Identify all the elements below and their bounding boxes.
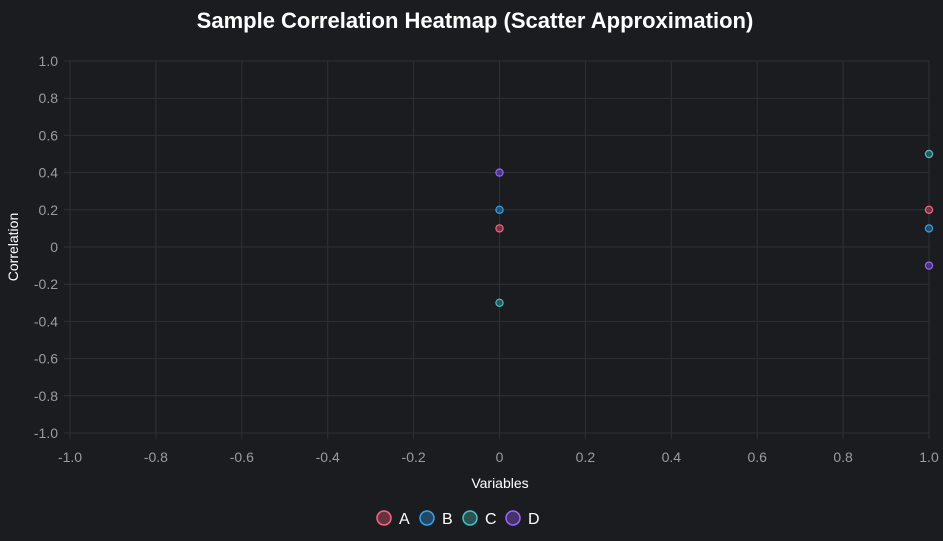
y-tick-label: -0.8 xyxy=(34,388,58,404)
y-axis-title: Correlation xyxy=(5,213,21,281)
legend-item-c[interactable]: C xyxy=(462,510,497,528)
data-point-b xyxy=(924,224,934,233)
x-tick-label: -1.0 xyxy=(58,449,82,465)
x-axis-ticks: -1.0 -0.8 -0.6 -0.4 -0.2 0 0.2 0.4 0.6 0.8 1.0 xyxy=(58,449,939,465)
legend-label: C xyxy=(485,511,497,528)
y-tick-label: 1.0 xyxy=(39,53,59,69)
legend[interactable]: A B C D xyxy=(376,510,540,528)
legend-item-a[interactable]: A xyxy=(376,510,410,528)
x-tick-label: -0.8 xyxy=(144,449,168,465)
x-tick-label: 0.4 xyxy=(662,449,682,465)
x-tick-label: 0.8 xyxy=(833,449,853,465)
y-tick-label: -0.2 xyxy=(34,276,58,292)
x-tick-label: 1.0 xyxy=(919,449,939,465)
y-tick-label: 0.8 xyxy=(39,90,59,106)
y-tick-label: 0.2 xyxy=(39,202,59,218)
legend-label: A xyxy=(399,511,410,528)
y-tick-label: 0 xyxy=(50,239,58,255)
legend-item-b[interactable]: B xyxy=(419,510,453,528)
grid xyxy=(64,60,930,439)
y-tick-label: 0.6 xyxy=(39,127,59,143)
y-tick-label: -0.6 xyxy=(34,351,58,367)
legend-swatch xyxy=(376,510,392,526)
data-point-b xyxy=(495,205,504,214)
y-axis-ticks: 1.0 0.8 0.6 0.4 0.2 0 -0.2 -0.4 -0.6 -0.8 -1.0 xyxy=(34,53,58,441)
data-point-d xyxy=(495,168,504,177)
x-tick-label: 0.2 xyxy=(576,449,596,465)
legend-label: B xyxy=(442,511,453,528)
legend-label: D xyxy=(528,511,540,528)
y-tick-label: -1.0 xyxy=(34,425,58,441)
data-point-a xyxy=(924,205,934,214)
legend-swatch xyxy=(462,510,478,526)
x-tick-label: 0 xyxy=(496,449,504,465)
legend-swatch xyxy=(505,510,521,526)
x-tick-label: 0.6 xyxy=(747,449,767,465)
x-tick-label: -0.6 xyxy=(230,449,254,465)
data-point-c xyxy=(924,149,934,159)
x-tick-label: -0.2 xyxy=(402,449,426,465)
data-point-d xyxy=(924,261,934,270)
chart-title: Sample Correlation Heatmap (Scatter Appr… xyxy=(197,8,754,33)
legend-swatch xyxy=(419,510,435,526)
x-tick-label: -0.4 xyxy=(316,449,340,465)
data-point-a xyxy=(495,224,504,233)
y-tick-label: 0.4 xyxy=(39,165,59,181)
x-axis-title: Variables xyxy=(471,475,528,491)
data-points xyxy=(495,149,934,307)
data-point-c xyxy=(495,298,504,307)
y-tick-label: -0.4 xyxy=(34,313,58,329)
legend-item-d[interactable]: D xyxy=(505,510,540,528)
